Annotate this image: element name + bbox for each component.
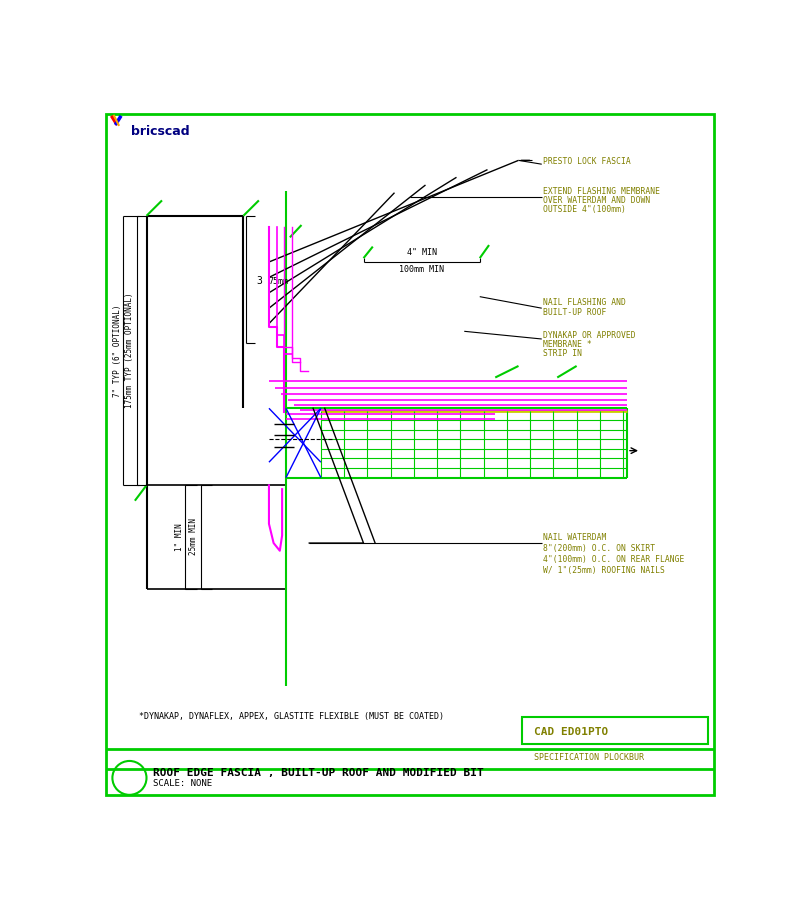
- Text: NAIL FLASHING AND: NAIL FLASHING AND: [543, 298, 626, 307]
- Text: MEMBRANE *: MEMBRANE *: [543, 340, 592, 349]
- Text: SCALE: NONE: SCALE: NONE: [153, 778, 212, 788]
- Text: CAD ED01PTO: CAD ED01PTO: [534, 726, 608, 737]
- Text: STRIP IN: STRIP IN: [543, 349, 582, 358]
- Text: NAIL WATERDAM: NAIL WATERDAM: [543, 533, 606, 542]
- Text: OUTSIDE 4"(100mm): OUTSIDE 4"(100mm): [543, 205, 626, 214]
- Text: 4" MIN: 4" MIN: [406, 248, 437, 257]
- Text: BUILT-UP ROOF: BUILT-UP ROOF: [543, 308, 606, 317]
- Text: 175mm TYP (25mm OPTIONAL): 175mm TYP (25mm OPTIONAL): [125, 292, 134, 409]
- Text: 1" MIN: 1" MIN: [174, 523, 183, 551]
- Bar: [522, 717, 708, 744]
- Text: 25mm MIN: 25mm MIN: [189, 518, 198, 555]
- Text: 3: 3: [257, 276, 262, 286]
- Text: *DYNAKAP, DYNAFLEX, APPEX, GLASTITE FLEXIBLE (MUST BE COATED): *DYNAKAP, DYNAFLEX, APPEX, GLASTITE FLEX…: [138, 712, 444, 721]
- Text: 7" TYP (6" OPTIONAL): 7" TYP (6" OPTIONAL): [113, 304, 122, 397]
- Text: 100mm MIN: 100mm MIN: [399, 266, 444, 274]
- Text: 75mm: 75mm: [269, 277, 289, 286]
- Text: OVER WATERDAM AND DOWN: OVER WATERDAM AND DOWN: [543, 196, 650, 205]
- Text: DYNAKAP OR APPROVED: DYNAKAP OR APPROVED: [543, 330, 636, 339]
- Text: PRESTO LOCK FASCIA: PRESTO LOCK FASCIA: [543, 158, 631, 166]
- Text: ROOF EDGE FASCIA , BUILT-UP ROOF AND MODIFIED BIT: ROOF EDGE FASCIA , BUILT-UP ROOF AND MOD…: [153, 768, 483, 778]
- Text: SPECIFICATION PLOCKBUR: SPECIFICATION PLOCKBUR: [534, 752, 644, 761]
- Text: 8"(200mm) O.C. ON SKIRT: 8"(200mm) O.C. ON SKIRT: [543, 544, 655, 553]
- Text: bricscad: bricscad: [131, 125, 190, 138]
- Text: W/ 1"(25mm) ROOFING NAILS: W/ 1"(25mm) ROOFING NAILS: [543, 565, 665, 574]
- Text: 4"(100mm) O.C. ON REAR FLANGE: 4"(100mm) O.C. ON REAR FLANGE: [543, 554, 685, 563]
- Text: EXTEND FLASHING MEMBRANE: EXTEND FLASHING MEMBRANE: [543, 186, 660, 195]
